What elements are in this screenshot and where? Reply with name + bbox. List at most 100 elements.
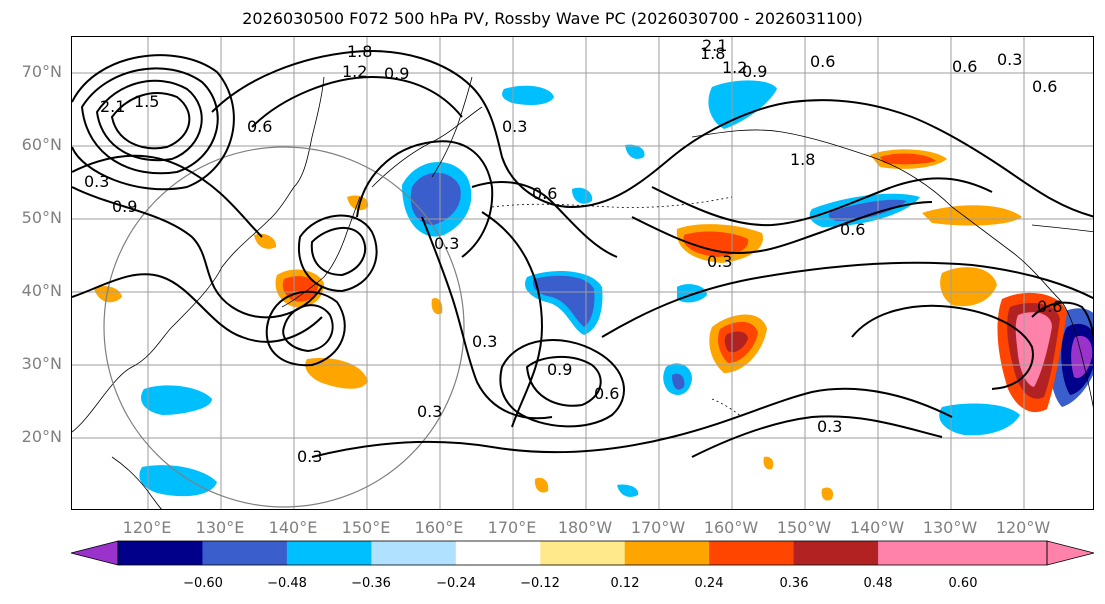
colorbar-segment [371, 541, 457, 565]
contour-label: 0.6 [532, 184, 557, 203]
contour-east-coast [1031, 301, 1093, 340]
colorbar-tick-label: 0.36 [779, 576, 809, 591]
lon-label-180w: 180°W [557, 518, 613, 537]
contour-label: 1.8 [790, 150, 815, 169]
lon-label-130w: 130°W [922, 518, 978, 537]
shade-positive-gulf-east [922, 205, 1022, 226]
contour-dateline-03 [631, 201, 933, 254]
colorbar-tick-label: 0.60 [948, 576, 978, 591]
lon-label-120w: 120°W [995, 518, 1051, 537]
lon-label-130e: 130°E [195, 518, 245, 537]
lat-label-70n: 70°N [21, 62, 62, 81]
contour-label: 0.3 [502, 117, 527, 136]
colorbar-outline [117, 540, 1048, 566]
contour-east-03 [601, 261, 1093, 338]
colorbar-left-arrow-icon [70, 540, 119, 566]
graticule [72, 37, 1093, 509]
contour-label: 2.1 [100, 97, 125, 116]
contour-label: 0.9 [112, 197, 137, 216]
colorbar-tick-label: 0.12 [610, 576, 640, 591]
contour-west-1 [72, 186, 323, 319]
contour-lower-03-b [691, 415, 943, 458]
contour-mid-06 [471, 181, 618, 258]
shade-positive-west-coast [940, 267, 997, 307]
colorbar-segments [118, 541, 1048, 565]
map-panel: 1.8 1.2 0.9 2.1 1.5 0.6 0.3 0.9 0.3 0.6 … [71, 36, 1094, 510]
contour-label: 0.3 [434, 234, 459, 253]
contour-label: 1.8 [347, 42, 372, 61]
philippines-coast [111, 456, 162, 509]
contour-label: 0.6 [247, 117, 272, 136]
shade-positive-small-1 [94, 286, 122, 303]
contour-central-03 [481, 211, 544, 428]
colorbar [70, 540, 1095, 566]
contour-label: 0.9 [547, 360, 572, 379]
contour-japan-low-2 [297, 214, 378, 293]
colorbar-segment [793, 541, 879, 565]
contour-label: 0.3 [472, 332, 497, 351]
contour-high-nw-3 [80, 67, 219, 175]
contour-mid-03 [421, 216, 553, 420]
lon-label-140e: 140°E [268, 518, 318, 537]
shade-positive-small-4 [431, 297, 443, 315]
contour-central-06 [499, 339, 625, 428]
lon-label-170w: 170°W [630, 518, 686, 537]
shade-negative-small-1 [677, 284, 707, 303]
shade-positive-small-6 [821, 487, 834, 501]
contour-label-group: 1.8 1.2 0.9 2.1 1.5 0.6 0.3 0.9 0.3 0.6 … [84, 37, 1062, 466]
contour-label: 2.1 [702, 37, 727, 55]
contour-label: 0.6 [840, 220, 865, 239]
colorbar-tick-label: −0.60 [183, 576, 223, 591]
shade-negative-small-4 [617, 484, 639, 497]
shade-negative-small-3 [572, 187, 593, 204]
shade-negative-alaska [708, 80, 777, 129]
colorbar-segment [540, 541, 626, 565]
shade-positive-small-3 [254, 233, 277, 249]
contour-high-nw-1 [110, 92, 191, 150]
colorbar-segment [624, 541, 710, 565]
contour-label: 0.6 [810, 52, 835, 71]
contour-japan-low-1 [310, 226, 367, 277]
lon-label-170e: 170°E [487, 518, 537, 537]
contour-label: 0.9 [742, 62, 767, 81]
shade-positive-central-east-max [724, 331, 748, 353]
shade-negative-hawaii-core [672, 373, 685, 390]
lon-label-140w: 140°W [849, 518, 905, 537]
aleutian-chain [491, 196, 733, 208]
contour-kamchatka [356, 140, 494, 258]
contour-dateline-06 [651, 177, 993, 227]
kamchatka-coast [431, 76, 473, 178]
asia-coast [72, 76, 325, 433]
lat-label-50n: 50°N [21, 208, 62, 227]
canada-border [1031, 224, 1093, 233]
contour-label: 1.2 [722, 58, 747, 77]
contour-label: 0.3 [707, 252, 732, 271]
shade-negative-bering [502, 85, 554, 105]
contour-label: 1.8 [700, 44, 725, 63]
contour-west-2 [72, 273, 323, 343]
colorbar-segment [709, 541, 795, 565]
colorbar-tick-label: −0.36 [351, 576, 391, 591]
reference-circle [103, 146, 465, 508]
lat-label-20n: 20°N [21, 427, 62, 446]
contour-high-nw-4 [72, 54, 235, 191]
pv-contours [72, 50, 1093, 458]
contour-nw-03 [72, 154, 263, 238]
colorbar-segment [962, 541, 1048, 565]
contour-japan-low-4 [265, 290, 346, 367]
contour-label: 0.3 [297, 447, 322, 466]
contour-upper-wave-2 [251, 75, 463, 128]
contour-label: 0.3 [817, 417, 842, 436]
shade-positive-small-7 [763, 456, 774, 470]
na-west-coast [1061, 301, 1093, 408]
lon-label-160e: 160°E [414, 518, 464, 537]
colorbar-segment [118, 541, 203, 565]
alaska-coast [691, 129, 1063, 303]
figure-title: 2026030500 F072 500 hPa PV, Rossby Wave … [242, 9, 863, 28]
shade-positive-coast-deep-max [1015, 312, 1052, 387]
shade-negative-nw-pacific-core [410, 172, 461, 225]
contour-high-nw-2 [95, 79, 203, 162]
contour-east-03-b [851, 304, 1034, 390]
colorbar-tick-label: 0.48 [863, 576, 893, 591]
colorbar-segment [202, 541, 288, 565]
